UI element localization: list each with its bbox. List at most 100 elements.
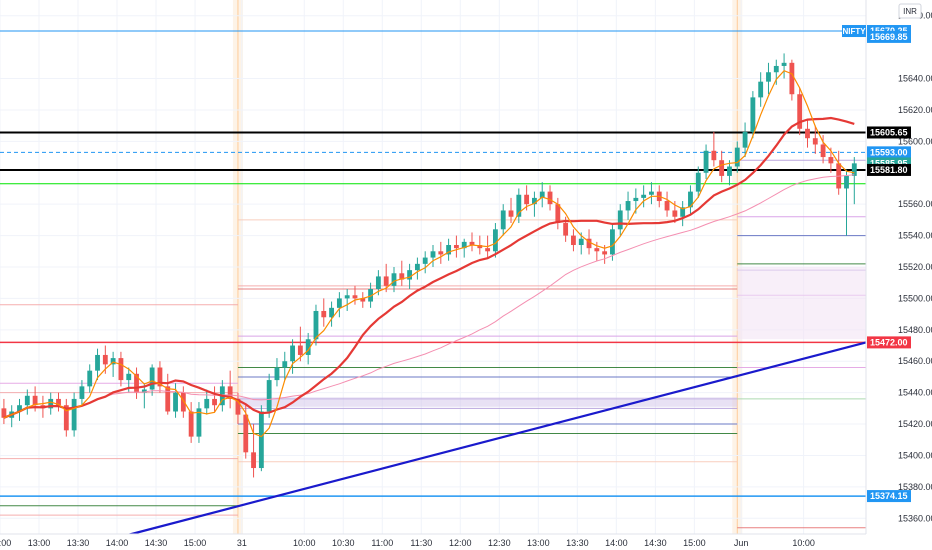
candle[interactable] bbox=[446, 238, 452, 261]
candle[interactable] bbox=[305, 332, 311, 365]
candle[interactable] bbox=[204, 389, 210, 415]
candle[interactable] bbox=[610, 223, 615, 261]
candle[interactable] bbox=[63, 398, 69, 437]
candle[interactable] bbox=[461, 238, 467, 258]
candle[interactable] bbox=[727, 160, 732, 186]
candle[interactable] bbox=[71, 392, 77, 437]
candle[interactable] bbox=[430, 245, 436, 267]
candle[interactable] bbox=[110, 351, 116, 377]
candle[interactable] bbox=[571, 229, 576, 252]
price-tag-label: 15585.95 bbox=[870, 158, 908, 168]
candle[interactable] bbox=[844, 169, 849, 236]
candle[interactable] bbox=[532, 191, 537, 217]
time-axis-panel[interactable] bbox=[0, 534, 932, 550]
candle[interactable] bbox=[17, 398, 22, 421]
candle[interactable] bbox=[500, 204, 506, 236]
candle[interactable] bbox=[812, 125, 818, 154]
candle-body bbox=[258, 411, 264, 469]
price-tag[interactable]: 15374.15 bbox=[867, 490, 911, 503]
candle[interactable] bbox=[688, 185, 693, 214]
candle[interactable] bbox=[399, 260, 405, 286]
candle[interactable] bbox=[703, 144, 709, 180]
candle[interactable] bbox=[282, 351, 288, 381]
candle[interactable] bbox=[414, 257, 420, 280]
candle[interactable] bbox=[258, 405, 264, 472]
candle[interactable] bbox=[407, 263, 413, 289]
candle[interactable] bbox=[719, 150, 725, 183]
candle[interactable] bbox=[758, 72, 764, 107]
candle[interactable] bbox=[274, 358, 280, 387]
candle[interactable] bbox=[227, 370, 233, 409]
candle[interactable] bbox=[95, 348, 100, 381]
candle[interactable] bbox=[266, 373, 272, 418]
candle[interactable] bbox=[469, 232, 475, 252]
candle[interactable] bbox=[87, 364, 93, 393]
candle[interactable] bbox=[664, 191, 670, 217]
candle[interactable] bbox=[157, 361, 163, 393]
candle[interactable] bbox=[329, 301, 334, 327]
candle[interactable] bbox=[180, 386, 186, 418]
candle[interactable] bbox=[368, 282, 374, 308]
candle[interactable] bbox=[851, 157, 857, 205]
candle[interactable] bbox=[212, 386, 217, 412]
candle[interactable] bbox=[453, 235, 459, 258]
price-axis-panel[interactable] bbox=[866, 0, 932, 550]
candle[interactable] bbox=[649, 182, 654, 205]
candle[interactable] bbox=[422, 251, 428, 274]
candle[interactable] bbox=[492, 223, 498, 258]
price-tag[interactable]: 15605.65 bbox=[867, 126, 911, 139]
candle[interactable] bbox=[360, 292, 366, 308]
symbol-tag[interactable]: NIFTY bbox=[842, 25, 866, 38]
candle[interactable] bbox=[165, 373, 171, 415]
candle[interactable] bbox=[547, 185, 553, 211]
candle[interactable] bbox=[797, 87, 803, 136]
candle[interactable] bbox=[641, 185, 647, 208]
candle[interactable] bbox=[336, 292, 342, 318]
candle[interactable] bbox=[235, 392, 241, 425]
candle[interactable] bbox=[555, 197, 561, 230]
price-tag[interactable]: 15593.00 bbox=[867, 146, 911, 159]
candle[interactable] bbox=[617, 204, 623, 236]
candle[interactable] bbox=[742, 122, 748, 158]
price-tag[interactable]: 15669.85 bbox=[867, 30, 911, 43]
candle[interactable] bbox=[79, 380, 85, 406]
candle[interactable] bbox=[1, 398, 7, 425]
candle[interactable] bbox=[134, 367, 139, 399]
candle[interactable] bbox=[680, 201, 686, 227]
candle[interactable] bbox=[539, 182, 545, 208]
candle[interactable] bbox=[734, 141, 740, 173]
candle[interactable] bbox=[391, 267, 397, 293]
candle[interactable] bbox=[290, 339, 295, 374]
candle-body bbox=[828, 157, 834, 164]
candle[interactable] bbox=[24, 389, 30, 415]
candle[interactable] bbox=[516, 188, 522, 224]
candle[interactable] bbox=[118, 351, 124, 387]
candle[interactable] bbox=[188, 402, 194, 443]
price-tag[interactable]: 15581.80 bbox=[867, 163, 911, 176]
candle[interactable] bbox=[805, 119, 810, 148]
candle[interactable] bbox=[594, 241, 600, 261]
candle[interactable] bbox=[781, 53, 787, 79]
candle[interactable] bbox=[48, 392, 54, 415]
price-tag-label: 15374.15 bbox=[870, 491, 908, 501]
candle[interactable] bbox=[508, 197, 514, 224]
candle[interactable] bbox=[297, 326, 303, 362]
candle[interactable] bbox=[695, 166, 701, 198]
candle[interactable] bbox=[820, 135, 826, 164]
candle[interactable] bbox=[766, 62, 771, 95]
candle[interactable] bbox=[625, 191, 631, 220]
candle[interactable] bbox=[438, 241, 444, 264]
candle[interactable] bbox=[352, 285, 358, 305]
candle[interactable] bbox=[477, 235, 483, 255]
candle[interactable] bbox=[750, 91, 756, 139]
candle[interactable] bbox=[196, 402, 202, 443]
candle[interactable] bbox=[711, 131, 717, 167]
price-tag[interactable]: 15472.00 bbox=[867, 336, 911, 349]
candle[interactable] bbox=[789, 59, 795, 101]
currency-badge[interactable] bbox=[898, 3, 922, 19]
candle[interactable] bbox=[56, 392, 61, 412]
candle[interactable] bbox=[344, 288, 350, 311]
candle[interactable] bbox=[321, 298, 327, 327]
